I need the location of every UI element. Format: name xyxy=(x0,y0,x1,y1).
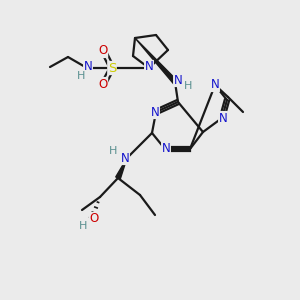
Text: N: N xyxy=(145,61,153,74)
Text: S: S xyxy=(108,61,116,74)
Text: O: O xyxy=(89,212,99,226)
Text: N: N xyxy=(84,61,92,74)
Text: N: N xyxy=(211,79,219,92)
Text: N: N xyxy=(162,142,170,154)
Text: N: N xyxy=(174,74,182,86)
Polygon shape xyxy=(116,158,127,179)
Text: H: H xyxy=(109,146,117,156)
Text: N: N xyxy=(151,106,159,118)
Text: O: O xyxy=(98,44,108,58)
Text: H: H xyxy=(79,221,87,231)
Text: N: N xyxy=(121,152,129,164)
Text: H: H xyxy=(184,81,192,91)
Text: O: O xyxy=(98,77,108,91)
Polygon shape xyxy=(135,38,179,86)
Text: H: H xyxy=(77,71,85,81)
Text: N: N xyxy=(219,112,227,124)
